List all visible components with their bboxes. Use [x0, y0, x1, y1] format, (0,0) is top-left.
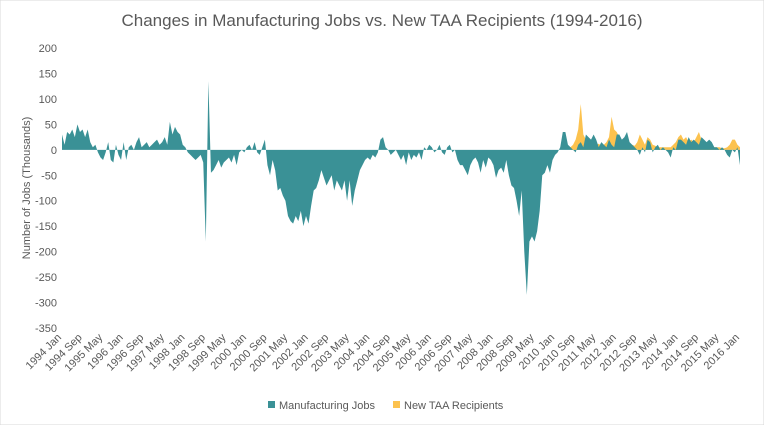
- y-tick-label: 0: [51, 145, 57, 157]
- area: [570, 104, 740, 150]
- legend-swatch: [393, 401, 400, 408]
- y-axis-title: Number of Jobs (Thousands): [21, 117, 33, 259]
- y-tick-label: 50: [45, 119, 57, 131]
- legend: Manufacturing Jobs New TAA Recipients: [268, 400, 504, 412]
- y-tick-label: -200: [35, 247, 57, 259]
- legend-label: Manufacturing Jobs: [279, 400, 375, 412]
- y-tick-label: 150: [39, 68, 57, 80]
- y-tick-label: -300: [35, 298, 57, 310]
- y-tick-label: -250: [35, 272, 57, 284]
- legend-swatch: [268, 401, 275, 408]
- legend-label: New TAA Recipients: [404, 400, 504, 412]
- y-tick-label: -350: [35, 323, 57, 335]
- y-tick-label: -100: [35, 196, 57, 208]
- y-tick-label: 100: [39, 94, 57, 106]
- y-tick-label: 200: [39, 43, 57, 55]
- y-tick-label: -150: [35, 221, 57, 233]
- chart-title: Changes in Manufacturing Jobs vs. New TA…: [122, 11, 643, 30]
- plot-area: 200150100500-50-100-150-200-250-300-3501…: [24, 43, 742, 374]
- y-tick-label: -50: [41, 170, 57, 182]
